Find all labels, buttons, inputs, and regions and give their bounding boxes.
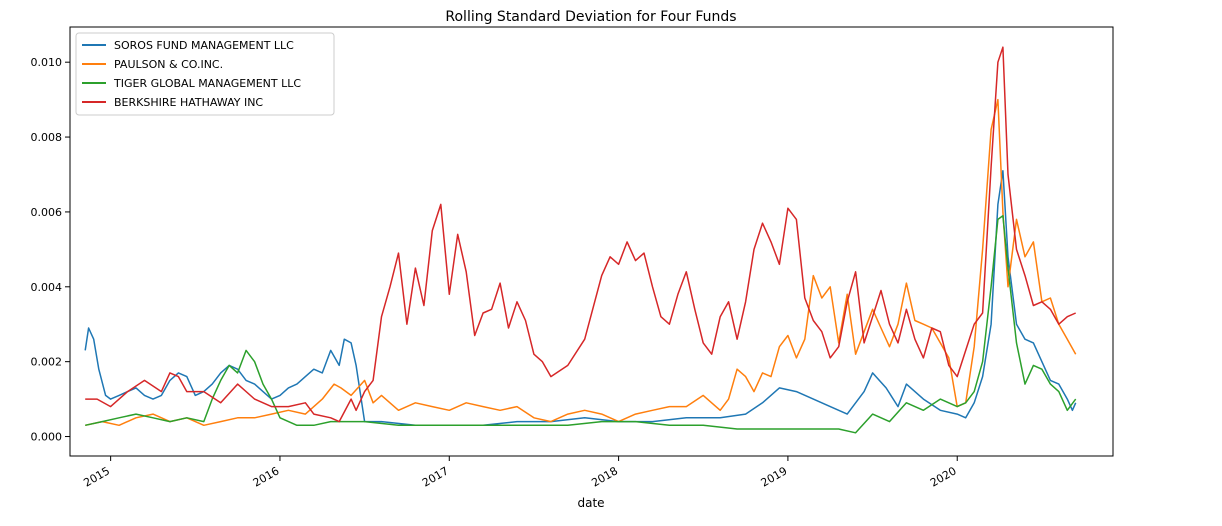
y-tick-label: 0.008: [31, 131, 63, 144]
legend-label: SOROS FUND MANAGEMENT LLC: [114, 39, 294, 52]
legend-label: TIGER GLOBAL MANAGEMENT LLC: [113, 77, 301, 90]
x-tick-label: 2017: [420, 464, 451, 489]
y-tick-label: 0.010: [31, 56, 63, 69]
legend-box: [75, 32, 335, 116]
plot-frame: [69, 26, 1114, 457]
x-axis-label: date: [577, 496, 604, 510]
y-tick-label: 0.002: [31, 356, 63, 369]
y-axis: 0.000 0.002 0.004 0.006 0.008 0.010: [31, 56, 70, 444]
series-line-2: [85, 98, 1077, 427]
chart-title: Rolling Standard Deviation for Four Fund…: [445, 9, 736, 25]
y-tick-label: 0.006: [31, 206, 63, 219]
x-tick-label: 2016: [251, 464, 282, 489]
series-line-3: [85, 214, 1077, 434]
y-tick-label: 0.000: [31, 431, 63, 444]
y-tick-label: 0.004: [31, 281, 63, 294]
x-tick-label: 2015: [81, 464, 112, 489]
series-line-4: [85, 46, 1077, 423]
x-tick-label: 2018: [589, 464, 620, 489]
x-tick-label: 2020: [928, 464, 959, 489]
legend-label: BERKSHIRE HATHAWAY INC: [114, 96, 263, 109]
series-layer: [84, 46, 1077, 434]
x-axis: 2015 2016 2017 2018 2019 2020: [81, 456, 959, 490]
legend-label: PAULSON & CO.INC.: [114, 58, 223, 71]
x-tick-label: 2019: [759, 464, 790, 489]
legend: SOROS FUND MANAGEMENT LLC PAULSON & CO.IN…: [75, 32, 335, 116]
series-line-1: [84, 169, 1077, 427]
